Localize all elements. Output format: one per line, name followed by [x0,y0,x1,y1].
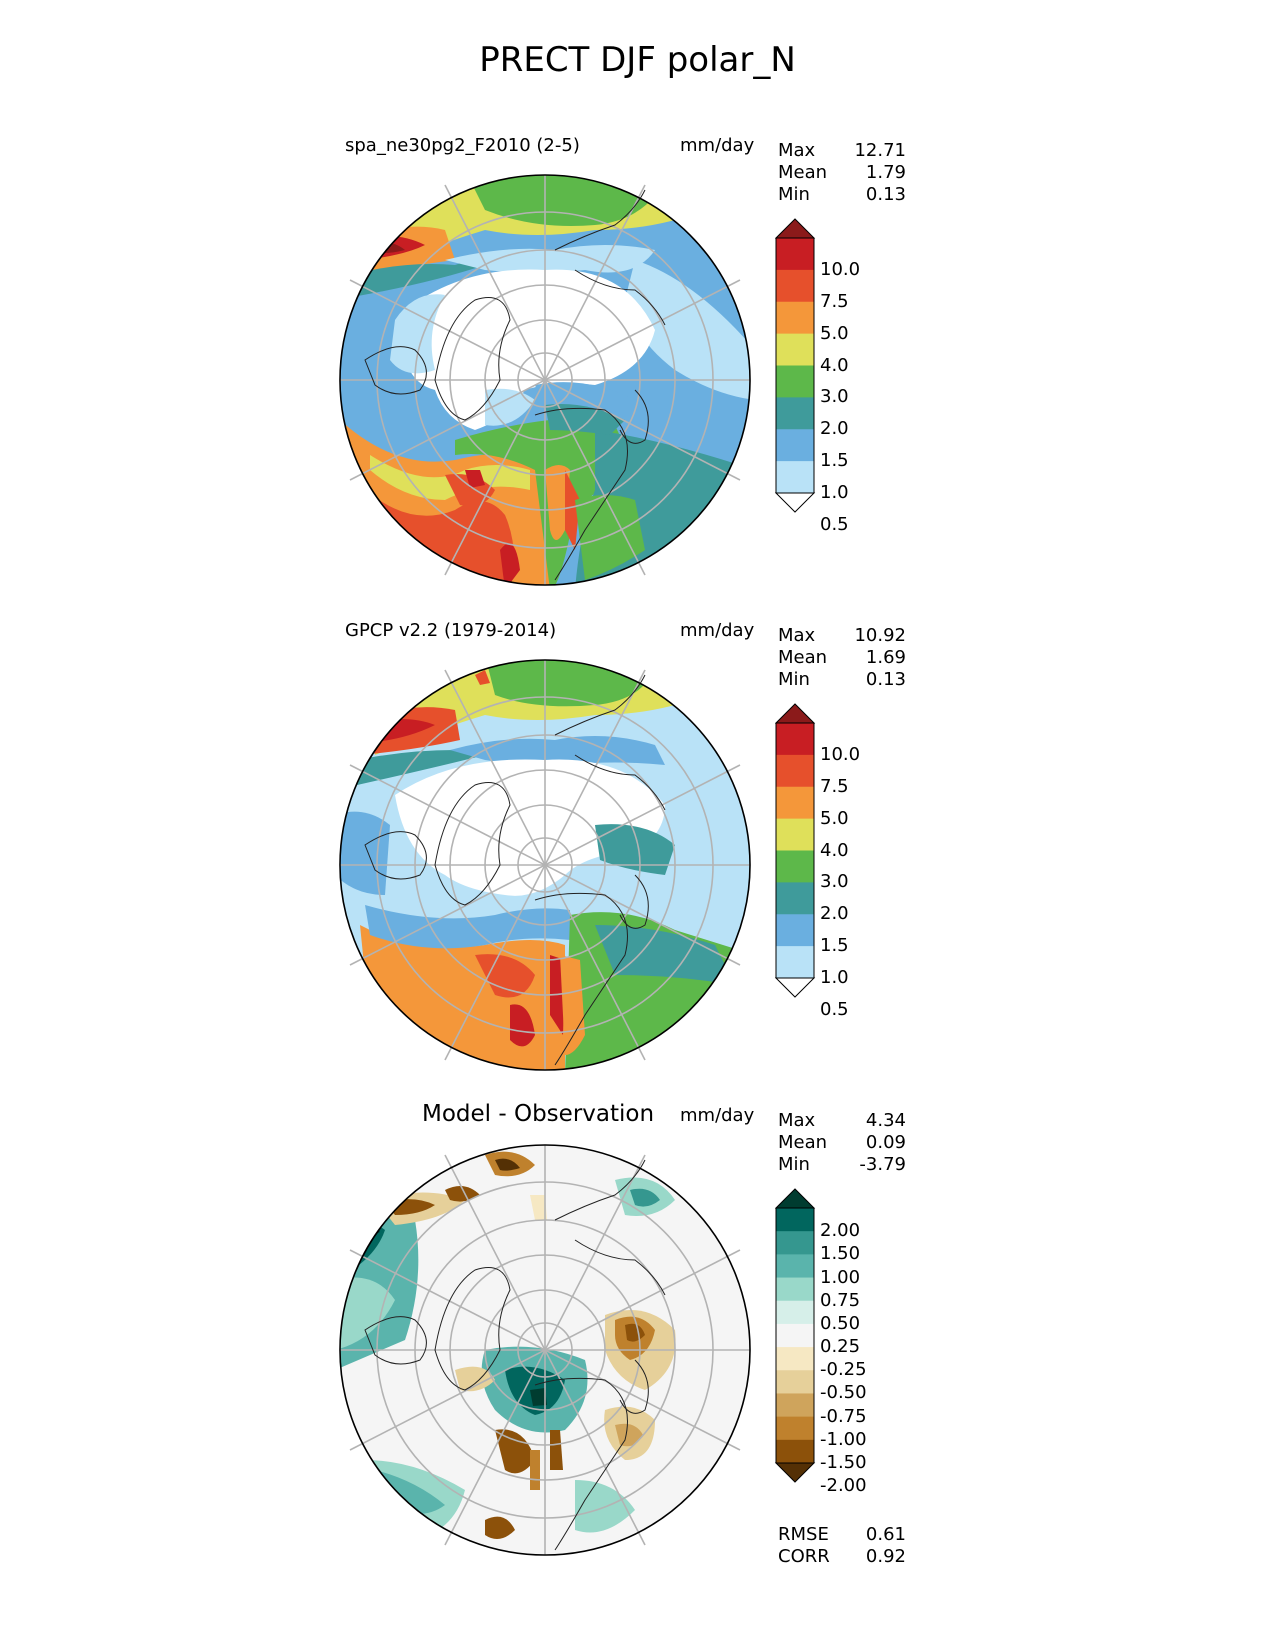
colorbar-segment [776,269,814,303]
colorbar-tick-label: 3.0 [820,386,849,408]
panel-2-stats: Max 10.92 Mean 1.69 Min 0.13 [778,625,906,690]
colorbar-segment [776,786,814,820]
colorbar-tick-label: 0.5 [820,513,849,535]
colorbar-segment [776,1254,814,1279]
colorbar-tick-label: 2.0 [820,418,849,440]
colorbar-segment [776,723,814,756]
colorbar-tick-label: -1.00 [820,1428,867,1450]
colorbar-segment [776,238,814,271]
colorbar-tick-label: 0.50 [820,1312,861,1334]
colorbar-segment [776,754,814,788]
colorbar-tick-label: 1.5 [820,935,849,957]
panel-2-colorbar [775,703,816,998]
colorbar-segment [776,1347,814,1371]
colorbar-segment [776,1300,814,1325]
colorbar-segment [776,914,814,947]
colorbar-segment [776,301,814,335]
colorbar-tick-label: 3.0 [820,871,849,893]
colorbar-segment [776,1323,814,1348]
colorbar-segment [776,1370,814,1394]
colorbar-tick-label: 7.5 [820,775,849,797]
panel-2-map [339,659,751,1071]
colorbar-tick-label: 1.00 [820,1266,861,1288]
colorbar-tick-label: 0.5 [820,998,849,1020]
colorbar-segment [776,365,814,398]
colorbar-tick-label: 7.5 [820,290,849,312]
panel-3-metrics: RMSE 0.61 CORR 0.92 [778,1524,906,1567]
panel-2-units: mm/day [680,620,755,641]
colorbar-extend-top [775,218,816,239]
colorbar-tick-label: 10.0 [820,258,861,280]
colorbar-tick-label: 5.0 [820,322,849,344]
colorbar-segment [776,946,814,979]
panel-2-title: GPCP v2.2 (1979-2014) [345,620,557,641]
colorbar-tick-label: 4.0 [820,354,849,376]
panel-3-title: Model - Observation [422,1101,655,1127]
colorbar-tick-label: 2.0 [820,903,849,925]
colorbar-segment [776,1439,814,1464]
colorbar-tick-label: -0.75 [820,1405,867,1427]
colorbar-tick-label: -2.00 [820,1475,867,1497]
colorbar-tick-label: 1.0 [820,967,849,988]
panel-1-title: spa_ne30pg2_F2010 (2-5) [345,135,580,156]
colorbar-segment [776,397,814,430]
colorbar-extend-top [775,1188,816,1209]
colorbar-segment [776,461,814,494]
colorbar-tick-label: -0.50 [820,1382,867,1404]
colorbar-tick-label: 2.00 [820,1220,861,1242]
panel-1-map [339,174,751,586]
colorbar-segment [776,1277,814,1302]
colorbar-segment [776,333,814,366]
panel-3-map [339,1144,751,1556]
colorbar-extend-bottom [775,492,816,513]
colorbar-segment [776,1393,814,1418]
colorbar-extend-bottom [775,1462,816,1483]
colorbar-tick-label: 0.25 [820,1336,861,1358]
colorbar-extend-bottom [775,977,816,998]
panel-3-colorbar [775,1188,816,1483]
colorbar-outline [775,237,815,494]
panel-1-stats: Max 12.71 Mean 1.79 Min 0.13 [778,140,906,205]
colorbar-segment [776,850,814,883]
colorbar-outline [775,722,815,979]
colorbar-tick-label: 1.0 [820,482,849,503]
colorbar-outline [775,1207,815,1464]
colorbar-extend-top [775,703,816,724]
colorbar-tick-label: 1.5 [820,450,849,472]
colorbar-tick-label: -0.25 [820,1359,867,1381]
colorbar-segment [776,1231,814,1255]
colorbar-tick-label: -1.50 [820,1452,867,1473]
panel-1-colorbar [775,218,816,513]
colorbar-tick-label: 1.50 [820,1243,861,1265]
colorbar-segment [776,429,814,462]
panel-3-units: mm/day [680,1105,755,1126]
colorbar-tick-label: 10.0 [820,743,861,765]
colorbar-tick-label: 0.75 [820,1289,861,1311]
figure-title: PRECT DJF polar_N [479,40,796,80]
colorbar-segment [776,818,814,851]
panel-3-stats: Max 4.34 Mean 0.09 Min -3.79 [778,1110,906,1175]
colorbar-segment [776,1416,814,1441]
colorbar-segment [776,1208,814,1232]
colorbar-tick-label: 4.0 [820,839,849,861]
colorbar-segment [776,882,814,915]
colorbar-tick-label: 5.0 [820,807,849,829]
panel-1-units: mm/day [680,135,755,156]
